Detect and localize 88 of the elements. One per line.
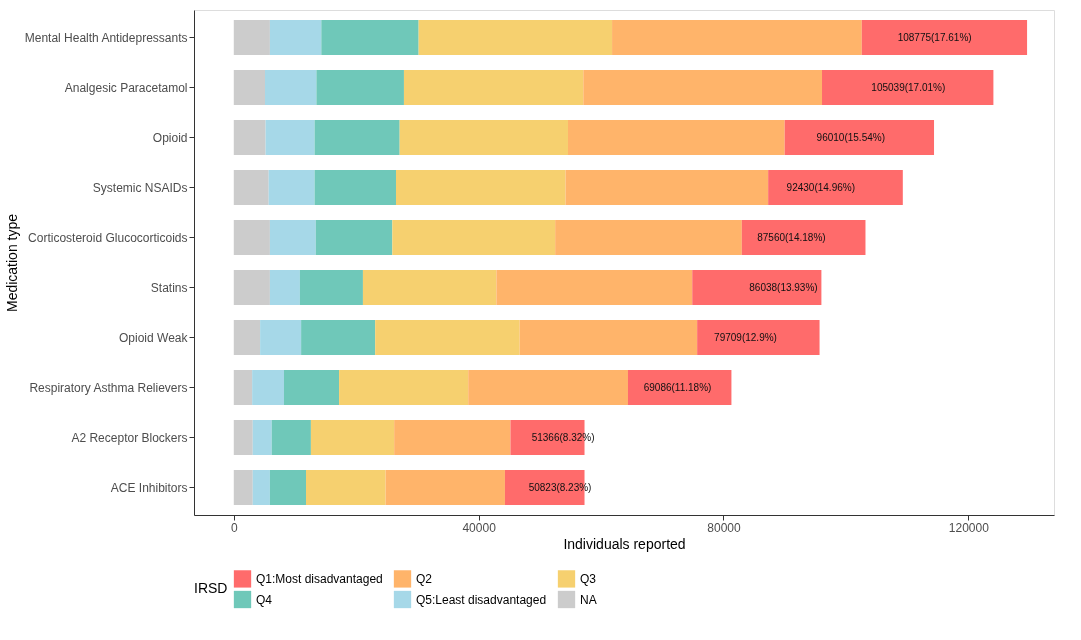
bar xyxy=(269,270,300,305)
y-tick-label: Mental Health Antidepressants xyxy=(24,30,188,45)
bar xyxy=(233,420,253,455)
bar xyxy=(339,370,469,405)
bar xyxy=(252,420,272,455)
bar xyxy=(612,20,862,55)
bar xyxy=(567,120,785,155)
bar xyxy=(310,420,395,455)
bar xyxy=(768,170,903,205)
bar xyxy=(784,120,935,155)
bar xyxy=(233,70,265,105)
bar xyxy=(375,320,520,355)
bar xyxy=(233,370,253,405)
bar xyxy=(233,320,261,355)
bar xyxy=(269,20,322,55)
bar xyxy=(233,470,253,505)
legend-label: Q5:Least disadvantaged xyxy=(416,592,547,607)
annotation: 86038(13.93%) xyxy=(749,281,818,293)
bar xyxy=(362,270,497,305)
y-tick-label: Opioid xyxy=(152,130,188,145)
bar xyxy=(233,170,269,205)
bar xyxy=(403,70,584,105)
bar xyxy=(314,120,400,155)
bar xyxy=(233,120,266,155)
bar xyxy=(268,170,315,205)
bar xyxy=(314,170,396,205)
bar xyxy=(265,70,317,105)
bar xyxy=(394,420,511,455)
annotation: 87560(14.18%) xyxy=(757,231,826,243)
bar xyxy=(260,320,302,355)
bar xyxy=(316,70,404,105)
y-tick-label: Opioid Weak xyxy=(119,330,189,345)
bar xyxy=(399,120,568,155)
annotation: 105039(17.01%) xyxy=(871,81,946,93)
bar xyxy=(395,170,566,205)
y-axis-title: Medication type xyxy=(4,213,21,313)
legend-title: IRSD xyxy=(194,580,228,596)
x-tick-label: 0 xyxy=(230,520,238,535)
bar xyxy=(741,220,866,255)
annotation: 79709(12.9%) xyxy=(714,331,777,343)
bar xyxy=(252,370,284,405)
bar xyxy=(265,120,315,155)
bar xyxy=(269,220,316,255)
bar xyxy=(496,270,693,305)
legend-label: NA xyxy=(580,592,597,607)
legend-label: Q3 xyxy=(580,571,597,586)
y-tick-label: Statins xyxy=(150,280,188,295)
bar xyxy=(233,270,270,305)
y-tick-label: Respiratory Asthma Relievers xyxy=(29,380,188,395)
x-tick-label: 120000 xyxy=(948,520,990,535)
bar xyxy=(299,270,363,305)
bar xyxy=(822,70,994,105)
bar xyxy=(392,220,556,255)
annotation: 96010(15.54%) xyxy=(816,131,885,143)
bar xyxy=(233,20,270,55)
bar xyxy=(252,470,270,505)
bar xyxy=(385,470,505,505)
annotation: 92430(14.96%) xyxy=(786,181,855,193)
bar xyxy=(418,20,613,55)
bar xyxy=(565,170,769,205)
legend-label: Q4 xyxy=(256,592,273,607)
bar xyxy=(306,470,386,505)
bar xyxy=(583,70,823,105)
y-tick-label: A2 Receptor Blockers xyxy=(71,430,188,445)
legend-label: Q1:Most disadvantaged xyxy=(256,571,383,586)
annotation: 108775(17.61%) xyxy=(897,31,972,43)
bar xyxy=(271,420,311,455)
x-tick-label: 40000 xyxy=(462,520,497,535)
bar xyxy=(861,20,1028,55)
bar xyxy=(233,220,270,255)
bar xyxy=(697,320,820,355)
y-tick-label: Corticosteroid Glucocorticoids xyxy=(28,230,188,245)
x-tick-label: 80000 xyxy=(707,520,741,535)
bar xyxy=(315,220,393,255)
bar xyxy=(321,20,419,55)
y-tick-label: Analgesic Paracetamol xyxy=(64,80,188,95)
bar xyxy=(468,370,628,405)
y-tick-label: ACE Inhibitors xyxy=(110,480,188,495)
bar xyxy=(269,470,307,505)
bar xyxy=(692,270,822,305)
legend-label: Q2 xyxy=(416,571,433,586)
y-tick-label: Systemic NSAIDs xyxy=(92,180,188,195)
bar xyxy=(283,370,340,405)
bar xyxy=(555,220,742,255)
bar xyxy=(301,320,376,355)
annotation: 69086(11.18%) xyxy=(643,381,712,393)
x-axis-title: Individuals reported xyxy=(563,535,686,552)
bar xyxy=(519,320,698,355)
